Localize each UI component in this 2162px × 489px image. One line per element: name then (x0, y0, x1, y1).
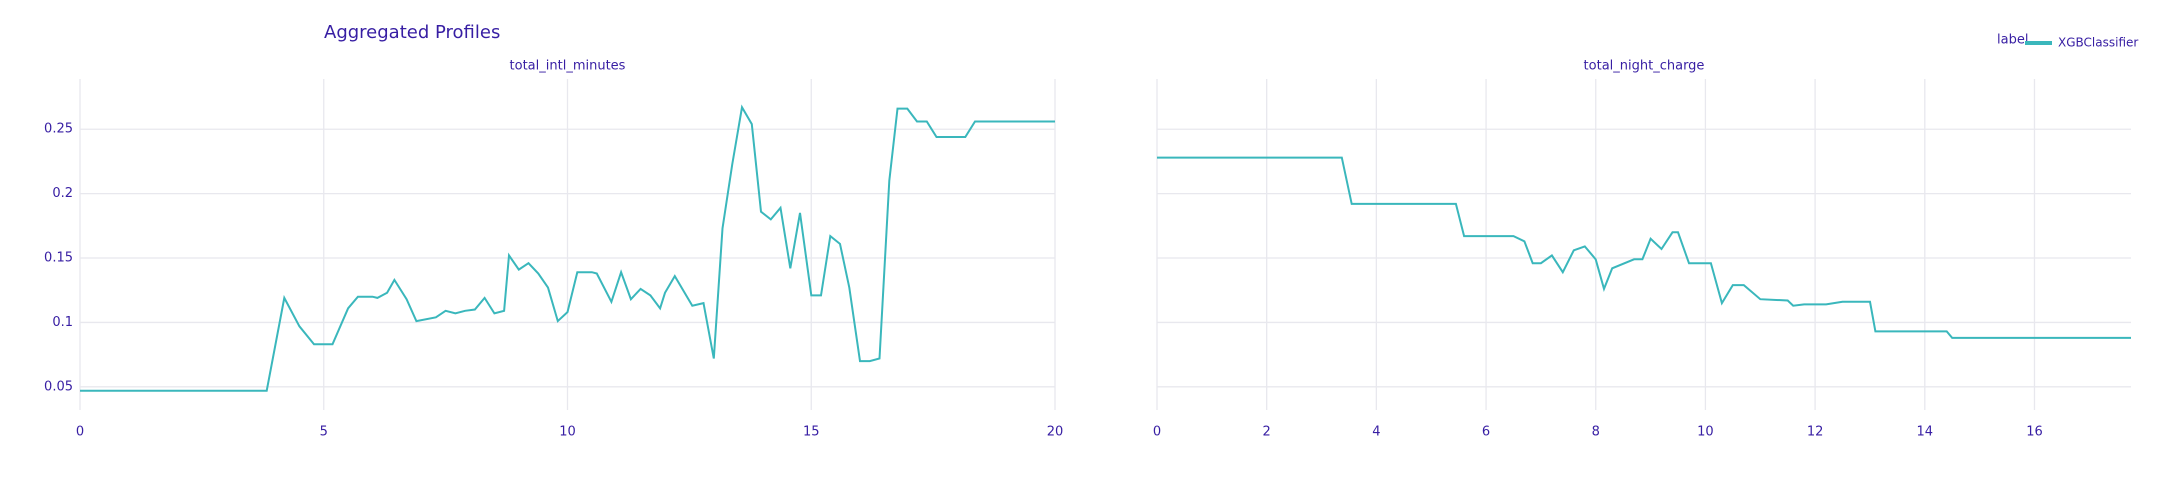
y-tick-label: 0.25 (44, 122, 73, 137)
x-tick-label: 20 (1047, 425, 1064, 440)
y-tick-label: 0.1 (52, 315, 73, 330)
x-tick-label: 4 (1372, 425, 1380, 440)
x-tick-label: 2 (1263, 425, 1271, 440)
x-tick-label: 10 (1697, 425, 1714, 440)
legend-label: XGBClassifier (2058, 36, 2138, 50)
x-tick-label: 10 (559, 425, 576, 440)
y-tick-label: 0.2 (52, 186, 73, 201)
profile-line (80, 104, 1055, 392)
x-tick-label: 6 (1482, 425, 1490, 440)
y-tick-label: 0.05 (44, 379, 73, 394)
y-tick-label: 0.15 (44, 251, 73, 266)
x-tick-label: 12 (1807, 425, 1824, 440)
legend-title: label (1997, 33, 2028, 48)
x-tick-label: 0 (1153, 425, 1161, 440)
x-tick-label: 0 (76, 425, 84, 440)
panel-title: total_night_charge (1584, 59, 1705, 74)
x-tick-label: 15 (803, 425, 820, 440)
x-tick-label: 14 (1917, 425, 1934, 440)
x-tick-label: 16 (2026, 425, 2043, 440)
panel-title: total_intl_minutes (510, 59, 626, 74)
chart-title: Aggregated Profiles (324, 22, 500, 43)
profile-line (1157, 156, 2131, 339)
x-tick-label: 8 (1592, 425, 1600, 440)
x-tick-label: 5 (320, 425, 328, 440)
